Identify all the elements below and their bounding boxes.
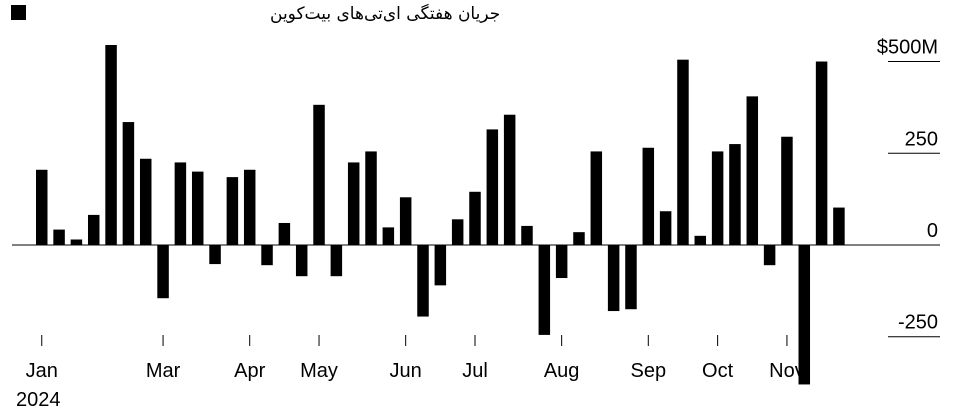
x-month-label: Jun xyxy=(390,360,422,382)
bar xyxy=(711,151,724,245)
bar xyxy=(70,239,83,245)
bar xyxy=(139,158,152,245)
x-month-label: May xyxy=(300,360,338,382)
bar xyxy=(486,129,499,245)
y-axis-tick-labels: $500M 250 0 -250 xyxy=(877,37,938,334)
x-axis-month-labels: Jan Mar Apr May Jun Jul Aug Sep Oct Nov xyxy=(26,360,805,382)
bar xyxy=(53,229,65,245)
bar xyxy=(87,214,100,245)
bar xyxy=(122,122,135,245)
bar xyxy=(694,235,707,245)
bar xyxy=(243,169,256,245)
bar xyxy=(573,232,585,245)
bar xyxy=(451,219,464,245)
y-tick-label: -250 xyxy=(898,312,938,334)
bar xyxy=(659,211,672,245)
bar xyxy=(330,245,343,277)
x-axis-ticks xyxy=(41,335,788,346)
bar xyxy=(469,191,481,245)
bar xyxy=(399,197,412,245)
bar xyxy=(261,245,273,266)
bar xyxy=(538,245,551,335)
x-month-label: Apr xyxy=(234,360,265,382)
bar xyxy=(365,151,377,245)
bar xyxy=(347,162,360,245)
x-month-label: Jan xyxy=(26,360,58,382)
x-axis-year-label: 2024 xyxy=(16,389,61,411)
bar xyxy=(313,104,325,245)
bar xyxy=(746,96,759,245)
x-month-label: Mar xyxy=(146,360,181,382)
bar xyxy=(157,245,169,299)
bar xyxy=(521,225,533,245)
y-tick-label: 0 xyxy=(927,220,938,242)
y-gridlines xyxy=(888,61,940,338)
legend-label: جریان هفتگی ای‌تی‌های بیت‌کوین xyxy=(270,3,500,24)
bar xyxy=(677,59,689,246)
bar xyxy=(798,245,811,385)
bar xyxy=(833,207,845,245)
x-month-label: Jul xyxy=(462,360,488,382)
x-month-label: Nov xyxy=(769,360,805,382)
legend-swatch xyxy=(11,5,26,20)
y-tick-label: $500M xyxy=(877,37,938,59)
bar xyxy=(555,245,568,279)
bar xyxy=(278,222,291,245)
bars xyxy=(36,45,845,385)
bar xyxy=(625,245,637,310)
bar xyxy=(642,147,655,245)
x-month-label: Aug xyxy=(544,360,580,382)
bar xyxy=(382,227,395,245)
bar xyxy=(607,245,620,312)
bar xyxy=(105,45,117,245)
bar xyxy=(503,114,516,246)
bar xyxy=(36,169,48,245)
bar xyxy=(590,151,603,245)
bar xyxy=(295,245,308,277)
bar xyxy=(434,245,447,286)
bar xyxy=(729,144,741,245)
x-month-label: Sep xyxy=(631,360,667,382)
y-tick-label: 250 xyxy=(905,128,938,150)
bar xyxy=(174,162,187,245)
bar xyxy=(763,245,776,266)
bar xyxy=(209,245,221,265)
x-month-label: Oct xyxy=(702,360,734,382)
bar xyxy=(815,61,828,245)
chart-legend: جریان هفتگی ای‌تی‌های بیت‌کوین xyxy=(11,3,500,24)
bar xyxy=(226,177,239,245)
bar xyxy=(781,136,793,245)
bar xyxy=(417,245,429,317)
bar xyxy=(191,171,204,245)
